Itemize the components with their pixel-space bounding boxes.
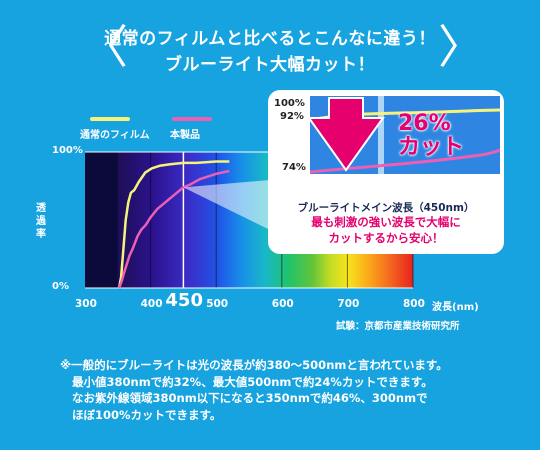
x-axis-unit: 波長(nm) — [432, 302, 479, 313]
cut-word: カット — [398, 135, 465, 160]
legend-swatch-normal-film — [90, 117, 130, 121]
inset-line-product — [310, 148, 500, 174]
callout-message-line1: 最も刺激の強い波長で大幅に — [311, 215, 461, 229]
x-tick-800: 800 — [403, 298, 425, 310]
x-tick-700: 700 — [337, 298, 360, 310]
callout-leader — [183, 180, 270, 230]
series-line-normal-film — [117, 160, 230, 289]
x-tick-450: 450 — [165, 290, 203, 311]
x-tick-400: 400 — [140, 298, 163, 310]
y-axis-label: 透過率 — [36, 203, 46, 240]
chevron-left-icon: 〈 — [82, 20, 128, 74]
inset-label-100: 100% — [274, 98, 305, 109]
footnote-line4: ほぼ100%カットできます。 — [72, 407, 222, 422]
headline-line2: ブルーライト大幅カット！ — [165, 55, 375, 75]
x-tick-500: 500 — [206, 298, 229, 310]
callout-caption: ブルーライトメイン波長（450nm） — [297, 202, 475, 214]
x-tick-600: 600 — [271, 298, 294, 310]
footnote-line3: なお紫外線領域380nm以下になると350nmで約46%、300nmで — [72, 391, 428, 405]
legend-label-normal-film: 通常のフィルム — [80, 130, 150, 141]
cut-percent: 26% — [398, 111, 451, 136]
callout-message: 最も刺激の強い波長で大幅に カットするから安心！ — [268, 214, 504, 246]
down-arrow-icon — [307, 97, 385, 172]
callout-message-line2: カットするから安心！ — [328, 231, 444, 245]
test-source: 試験：京都市産業技術研究所 — [336, 321, 460, 332]
y-tick-100%: 100% — [52, 145, 83, 156]
inset-label-74: 74% — [282, 162, 306, 173]
headline-line1: 通常のフィルムと比べるとこんなに違う！ — [104, 29, 436, 49]
inset-label-92: 92% — [280, 111, 304, 122]
legend-swatch-product — [172, 117, 212, 121]
inset-450nm-band — [378, 96, 384, 174]
legend-label-product: 本製品 — [170, 130, 200, 141]
footnote: ※一般的にブルーライトは光の波長が約380～500nmと言われています。 最小値… — [60, 357, 530, 423]
y-tick-0%: 0% — [52, 281, 69, 292]
cut-percent-badge: 26% カット — [398, 112, 464, 160]
chevron-right-icon: 〉 — [438, 20, 484, 74]
footnote-line1: ※一般的にブルーライトは光の波長が約380～500nmと言われています。 — [60, 358, 448, 372]
x-tick-300: 300 — [75, 298, 97, 310]
series-line-product — [117, 169, 230, 289]
footnote-line2: 最小値380nmで約32%、最大値500nmで約24%カットできます。 — [72, 374, 433, 389]
